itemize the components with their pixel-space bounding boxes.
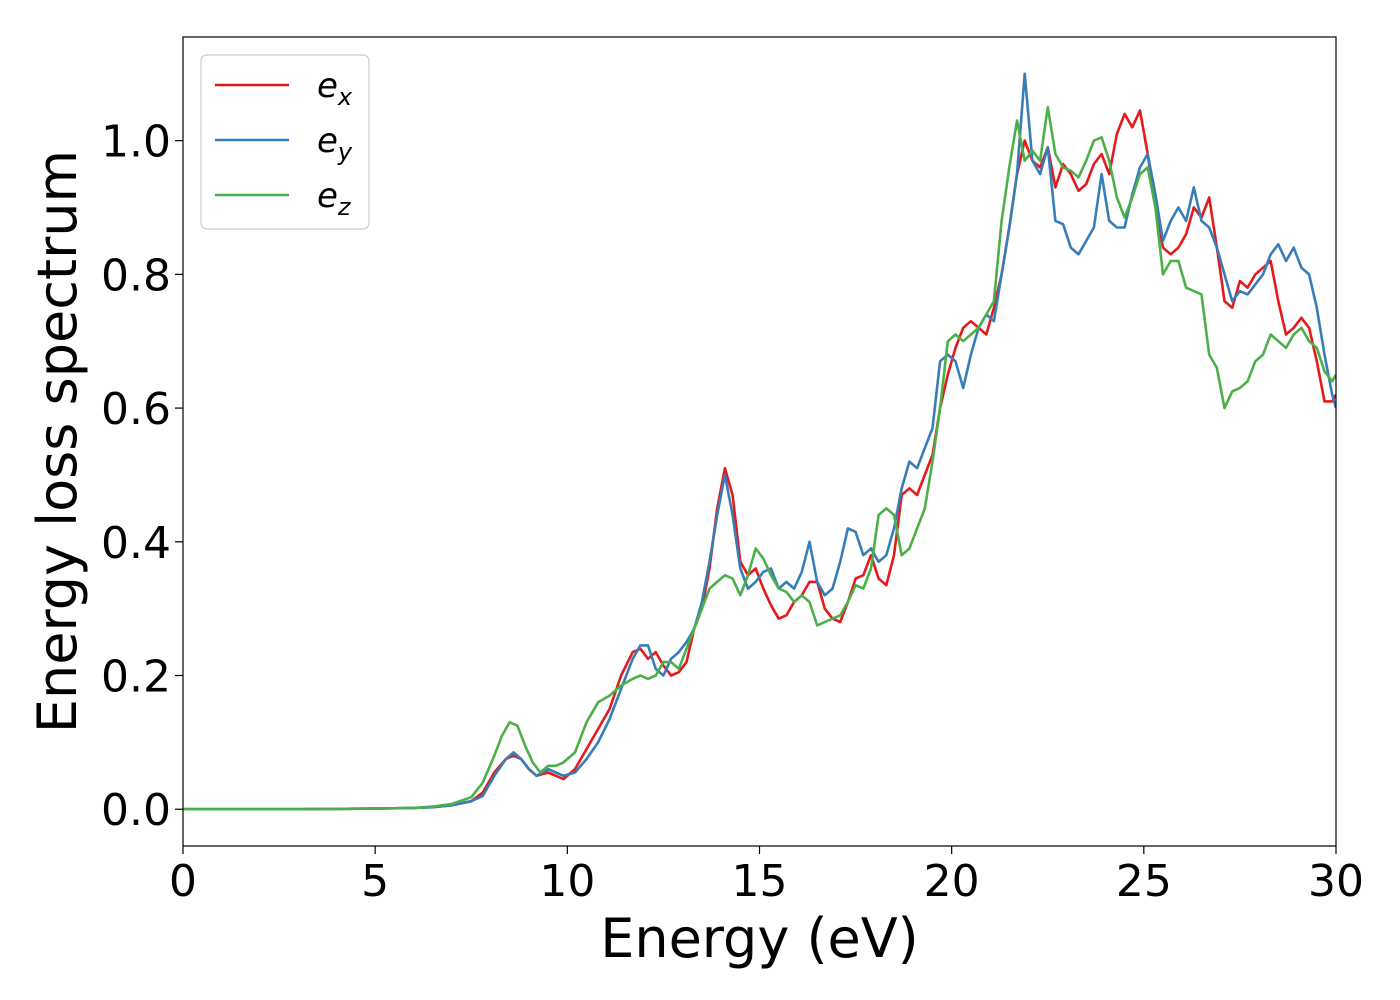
x-tick-label: 0 bbox=[169, 856, 197, 907]
y-axis-label: Energy loss spectrum bbox=[26, 150, 89, 733]
x-tick-label: 15 bbox=[732, 856, 788, 907]
y-tick-label: 0.0 bbox=[101, 785, 171, 836]
y-tick-label: 0.4 bbox=[101, 518, 171, 569]
x-axis-label: Energy (eV) bbox=[600, 907, 919, 970]
x-tick-label: 25 bbox=[1116, 856, 1172, 907]
y-tick-label: 0.8 bbox=[101, 250, 171, 301]
legend-box bbox=[200, 54, 370, 230]
y-tick-label: 0.2 bbox=[101, 652, 171, 703]
x-tick-label: 30 bbox=[1308, 856, 1364, 907]
series-line-y bbox=[183, 72, 1336, 811]
x-axis-ticks: 0 5 10 15 20 25 30 bbox=[169, 846, 1364, 907]
plot-lines bbox=[183, 72, 1336, 811]
x-tick-label: 5 bbox=[361, 856, 389, 907]
x-tick-label: 10 bbox=[539, 856, 595, 907]
y-tick-label: 0.6 bbox=[101, 384, 171, 435]
y-axis-ticks: 0.0 0.2 0.4 0.6 0.8 1.0 bbox=[101, 117, 183, 836]
series-line-z bbox=[183, 105, 1336, 811]
x-tick-label: 20 bbox=[924, 856, 980, 907]
y-tick-label: 1.0 bbox=[101, 117, 171, 168]
